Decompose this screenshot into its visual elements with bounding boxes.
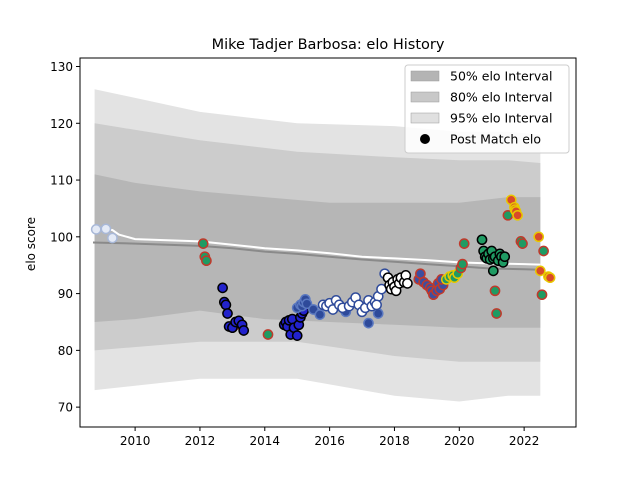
data-point [363,317,374,329]
data-point [197,238,209,249]
data-point [314,309,326,320]
data-point [100,223,112,235]
x-tick-label: 2022 [509,434,540,448]
data-point [458,238,470,249]
chart-title: Mike Tadjer Barbosa: elo History [212,37,445,53]
data-point [238,325,250,336]
y-axis-label: elo score [24,217,38,271]
data-point [371,299,382,311]
data-point [301,298,313,310]
data-point [499,251,511,263]
x-tick-label: 2010 [120,434,151,448]
data-point [517,238,528,249]
legend-box [404,64,570,154]
legend: 50% elo Interval 80% elo Interval 95% elo … [404,64,570,154]
y-tick-label: 130 [50,60,73,74]
x-tick-label: 2020 [444,434,475,448]
plot-area: 2010 2012 2014 2016 2018 2020 2022 70 80 90 100 110… [50,57,577,448]
legend-swatch [410,112,440,124]
data-point [538,245,549,257]
legend-swatch [410,91,440,103]
x-tick-label: 2014 [250,434,281,448]
data-point [291,330,303,341]
data-point [107,232,118,244]
y-tick-label: 120 [50,117,73,131]
data-point [536,289,548,301]
y-tick-label: 80 [58,344,73,358]
legend-label: 80% elo Interval [450,90,552,105]
data-point [533,231,545,243]
legend-label: Post Match elo [450,132,541,147]
legend-label: 95% elo Interval [450,111,552,126]
x-tick-label: 2012 [185,434,216,448]
data-point [512,209,523,221]
data-point [402,278,413,289]
data-point [487,265,499,277]
x-tick-label: 2016 [314,434,345,448]
data-point [476,234,488,246]
data-point [220,299,232,311]
axes-frame [79,57,577,428]
data-point [90,224,102,235]
data-point [491,308,502,319]
data-point [457,258,468,270]
data-point [544,272,556,284]
x-tick-label: 2018 [379,434,410,448]
y-tick-label: 90 [58,287,73,301]
data-point [262,329,274,340]
data-point [534,265,546,277]
y-tick-label: 100 [50,230,73,244]
legend-swatch [410,70,440,82]
legend-marker [420,134,430,144]
data-point [201,255,212,267]
data-point [217,282,228,294]
data-point [489,285,501,297]
y-tick-label: 70 [58,401,73,415]
legend-label: 50% elo Interval [450,69,552,84]
y-tick-label: 110 [50,174,73,188]
data-point [222,308,233,319]
